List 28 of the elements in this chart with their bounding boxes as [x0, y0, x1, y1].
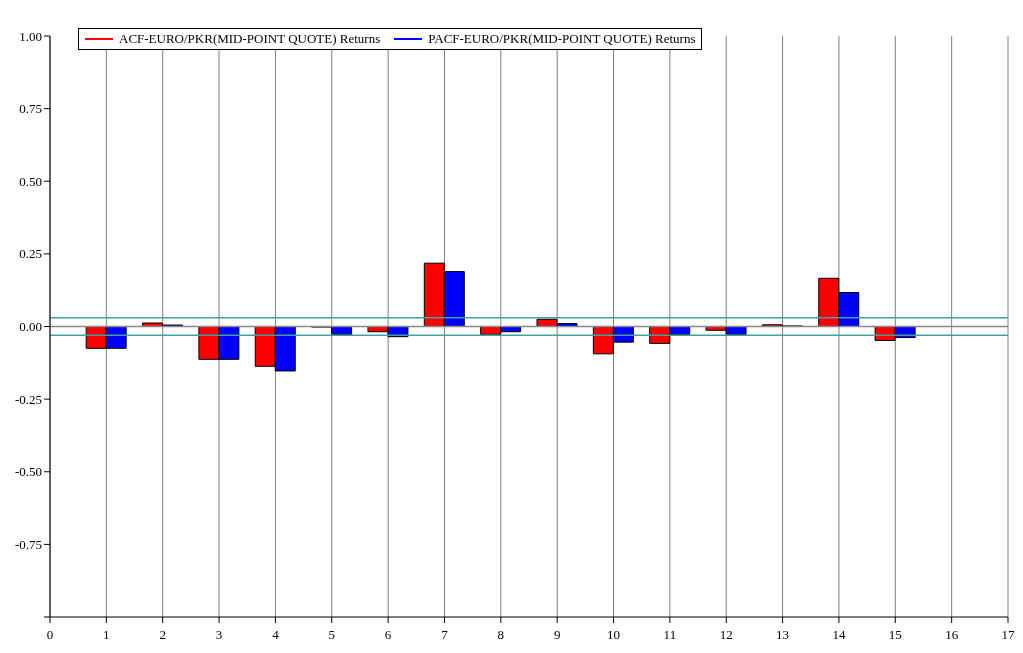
x-tick-label: 0	[46, 627, 54, 642]
x-tick-label: 3	[215, 627, 223, 642]
y-tick-label: 0.50	[19, 173, 42, 189]
x-tick-label: 14	[832, 627, 846, 642]
x-tick-label: 12	[719, 627, 733, 642]
legend-label: PACF-EURO/PKR(MID-POINT QUOTE) Returns	[428, 31, 696, 47]
y-tick-label: -0.75	[14, 536, 42, 552]
x-tick-label: 17	[1001, 627, 1015, 642]
y-tick-label: -0.25	[14, 391, 42, 407]
x-tick-label: 16	[945, 627, 959, 642]
x-tick-label: 7	[441, 627, 449, 642]
x-tick-label: 10	[607, 627, 621, 642]
x-tick-label: 6	[384, 627, 392, 642]
y-tick-label: 0.75	[19, 101, 42, 117]
y-tick-label: 0.25	[19, 246, 42, 262]
y-tick-label: 1.00	[19, 28, 42, 44]
x-tick-label: 15	[888, 627, 902, 642]
legend-label: ACF-EURO/PKR(MID-POINT QUOTE) Returns	[119, 31, 381, 47]
x-tick-label: 1	[103, 627, 110, 642]
x-tick-label: 8	[497, 627, 505, 642]
x-tick-label: 2	[159, 627, 166, 642]
x-tick-label: 11	[663, 627, 677, 642]
x-tick-label: 4	[272, 627, 280, 642]
x-tick-label: 13	[776, 627, 790, 642]
x-tick-label: 9	[553, 627, 561, 642]
x-tick-label: 5	[328, 627, 336, 642]
y-tick-label: 0.00	[19, 319, 42, 335]
y-tick-label: -0.50	[14, 464, 42, 480]
